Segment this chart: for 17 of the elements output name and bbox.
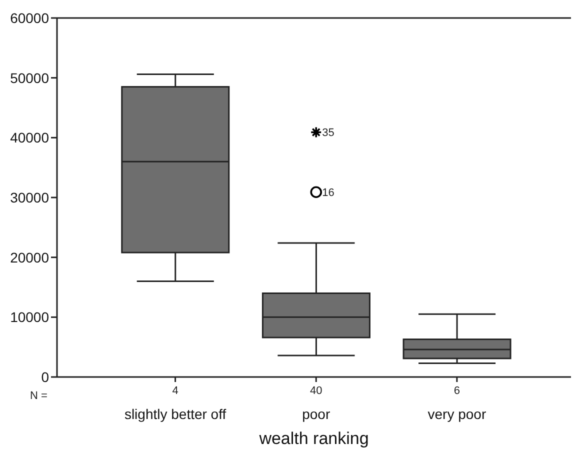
y-tick-label: 20000 [10, 249, 50, 266]
annotation: 35 [322, 127, 334, 140]
y-tick-label: 60000 [10, 10, 50, 26]
text: 4 [172, 385, 178, 397]
y-tick-label: 30000 [10, 189, 50, 206]
y-tick-label: 50000 [10, 70, 50, 86]
text: 40 [310, 385, 322, 397]
annotation: 16 [322, 187, 334, 200]
text: N = [30, 390, 48, 402]
text: 6 [454, 385, 460, 397]
y-tick-label: 40000 [10, 130, 50, 146]
y-tick-label: 10000 [10, 309, 50, 326]
y-tick-label: 0 [41, 368, 50, 385]
x-axis-title: wealth ranking [258, 429, 369, 448]
x-tick-label: slightly better off [124, 406, 226, 422]
x-tick-label: poor [302, 406, 330, 422]
x-tick-label: very poor [428, 406, 486, 422]
